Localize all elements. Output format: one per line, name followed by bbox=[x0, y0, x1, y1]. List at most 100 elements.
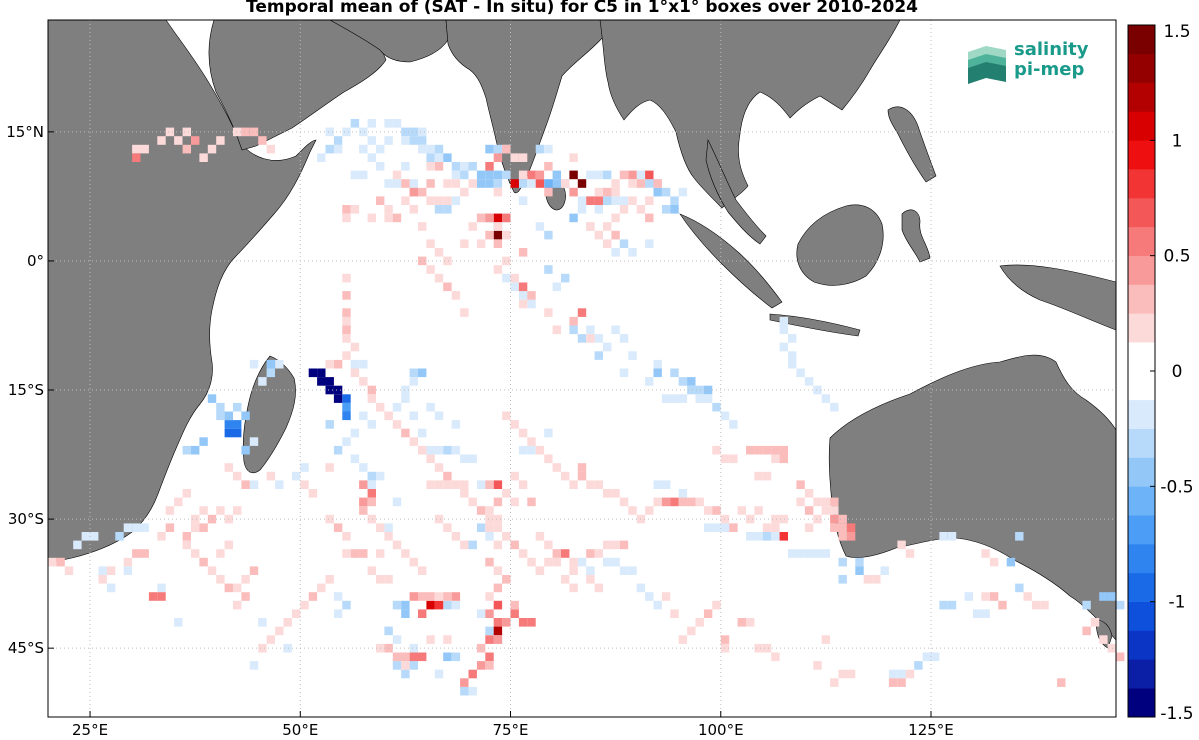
colorbar-segment bbox=[1128, 284, 1155, 314]
data-cell bbox=[485, 514, 494, 524]
data-cell bbox=[367, 489, 377, 498]
data-cell bbox=[333, 592, 343, 601]
data-cell bbox=[392, 420, 402, 429]
data-cell bbox=[300, 600, 309, 610]
data-cell bbox=[897, 669, 906, 679]
data-cell bbox=[342, 127, 351, 137]
data-cell bbox=[434, 592, 444, 601]
data-cell bbox=[846, 523, 856, 532]
data-cell bbox=[451, 600, 461, 610]
data-cell bbox=[359, 127, 368, 137]
data-cell bbox=[603, 239, 612, 248]
data-cell bbox=[401, 600, 410, 610]
data-cell bbox=[418, 222, 427, 231]
data-cell bbox=[392, 635, 402, 644]
data-cell bbox=[434, 600, 444, 610]
data-cell bbox=[493, 626, 503, 636]
data-cell bbox=[1082, 600, 1091, 610]
logo-line-2: pi-mep bbox=[1014, 59, 1085, 80]
data-cell bbox=[813, 549, 822, 558]
data-cell bbox=[409, 127, 419, 137]
data-cell bbox=[468, 179, 477, 188]
data-cell bbox=[443, 196, 452, 205]
data-cell bbox=[594, 205, 604, 214]
data-cell bbox=[392, 661, 402, 670]
data-cell bbox=[476, 609, 486, 618]
data-cell bbox=[779, 342, 789, 352]
data-cell bbox=[376, 144, 385, 154]
data-cell bbox=[409, 437, 419, 446]
colorbar-tick-label: -1.5 bbox=[1160, 704, 1193, 724]
data-cell bbox=[258, 377, 267, 386]
data-cell bbox=[628, 351, 637, 360]
data-cell bbox=[342, 205, 351, 214]
data-cell bbox=[359, 497, 368, 507]
colorbar-segment bbox=[1128, 53, 1155, 83]
data-cell bbox=[1015, 532, 1024, 541]
land-malay-peninsula bbox=[705, 138, 767, 245]
data-cell bbox=[401, 179, 410, 188]
data-cell bbox=[283, 643, 292, 653]
data-cell bbox=[342, 308, 351, 317]
data-cell bbox=[443, 480, 452, 489]
data-cell bbox=[174, 136, 183, 145]
data-cell bbox=[502, 213, 511, 223]
data-cell bbox=[577, 205, 587, 214]
data-cell bbox=[401, 385, 410, 395]
data-cell bbox=[611, 179, 620, 188]
data-cell bbox=[518, 428, 528, 438]
data-cell bbox=[518, 445, 528, 455]
data-cell bbox=[249, 127, 259, 137]
colorbar-segment bbox=[1128, 371, 1155, 401]
y-tick-label: 0° bbox=[27, 252, 44, 270]
data-cell bbox=[603, 342, 612, 352]
data-cell bbox=[695, 618, 704, 627]
data-cell bbox=[586, 549, 595, 558]
data-cell bbox=[266, 144, 276, 154]
data-cell bbox=[384, 119, 393, 128]
data-cell bbox=[762, 471, 772, 481]
data-cell bbox=[762, 643, 772, 653]
data-cell bbox=[939, 600, 948, 610]
data-cell bbox=[947, 532, 957, 541]
data-cell bbox=[443, 256, 452, 266]
data-cell bbox=[249, 661, 259, 670]
data-cell bbox=[418, 652, 427, 662]
data-cell bbox=[493, 222, 503, 231]
x-tick-label: 25°E bbox=[72, 721, 108, 739]
data-cell bbox=[619, 196, 629, 205]
data-cell bbox=[426, 635, 435, 644]
data-cell bbox=[670, 205, 679, 214]
data-cell bbox=[308, 489, 318, 498]
data-cell bbox=[670, 497, 679, 507]
data-cell bbox=[216, 575, 225, 584]
data-cell bbox=[148, 592, 158, 601]
data-cell bbox=[502, 273, 511, 283]
data-cell bbox=[527, 497, 536, 507]
data-cell bbox=[434, 669, 444, 679]
data-cell bbox=[350, 454, 360, 464]
colorbar-tick-label: 0 bbox=[1172, 362, 1183, 382]
data-cell bbox=[443, 205, 452, 214]
colorbar-ticks: 1.5 1 0.5 0 -0.5 -1 -1.5 bbox=[1150, 22, 1194, 724]
data-cell bbox=[401, 609, 410, 618]
colorbar-segment bbox=[1128, 342, 1155, 372]
colorbar-segment bbox=[1128, 601, 1155, 631]
data-cell bbox=[863, 575, 873, 584]
data-cell bbox=[451, 162, 461, 171]
data-cell bbox=[653, 600, 662, 610]
data-cell bbox=[855, 557, 864, 567]
data-cell bbox=[1116, 652, 1125, 662]
data-cell bbox=[527, 618, 536, 627]
data-cell bbox=[376, 162, 385, 171]
data-cell bbox=[199, 153, 208, 162]
data-cell bbox=[317, 368, 326, 378]
data-cell bbox=[804, 549, 814, 558]
data-cell bbox=[586, 196, 595, 205]
data-cell bbox=[443, 179, 452, 188]
data-cell bbox=[1099, 635, 1108, 644]
data-cell bbox=[493, 213, 503, 223]
data-cell bbox=[191, 445, 200, 455]
data-cell bbox=[392, 540, 402, 550]
